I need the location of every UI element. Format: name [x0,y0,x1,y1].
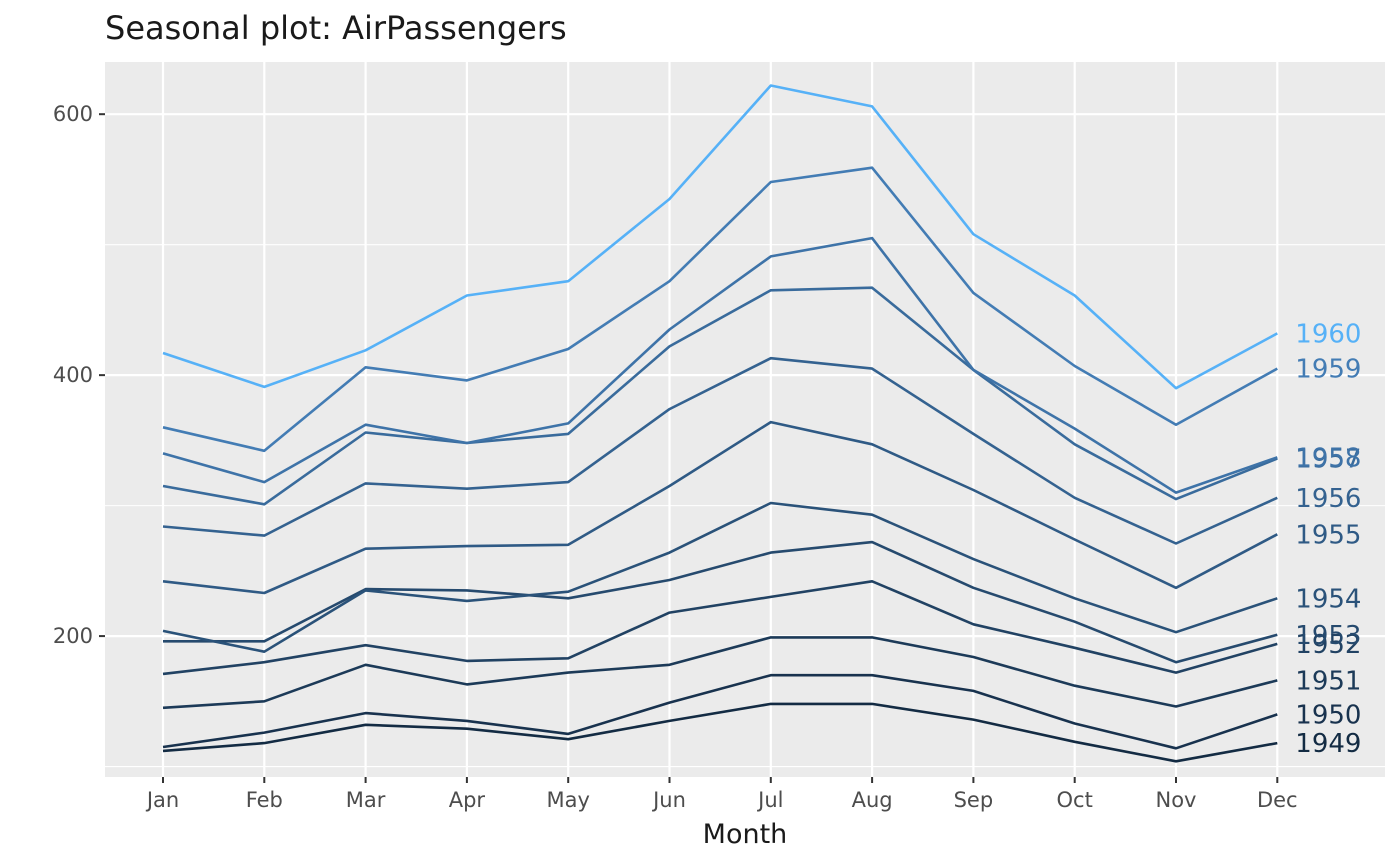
x-tick-label: Dec [1257,788,1298,812]
series-line-1951 [162,636,1278,710]
series-line-1958 [162,236,1278,494]
year-label-1952: 1952 [1295,630,1361,660]
x-tick-label: Sep [954,788,994,812]
year-label-1958: 1958 [1295,443,1361,473]
series-line-1950 [162,673,1278,750]
series-line-1956 [162,356,1278,545]
year-label-1949: 1949 [1295,729,1361,759]
year-label-1950: 1950 [1295,700,1361,730]
x-tick-label: Jun [651,788,686,812]
series-line-1957 [162,286,1278,506]
series-line-1960 [162,84,1278,390]
year-label-1960: 1960 [1295,319,1361,349]
x-tick-label: Jan [145,788,179,812]
x-tick-label: May [546,788,589,812]
x-tick-label: Oct [1057,788,1093,812]
year-label-1955: 1955 [1295,520,1361,550]
x-tick-label: Mar [346,788,386,812]
year-label-1957: 1957 [1295,445,1361,475]
series-line-1954 [162,501,1278,654]
x-tick-label: Aug [852,788,893,812]
year-label-1953: 1953 [1295,621,1361,651]
series-line-1959 [162,166,1278,453]
year-label-1951: 1951 [1295,666,1361,696]
x-tick-label: Nov [1156,788,1197,812]
minor-gridlines [105,244,1385,768]
series-line-1952 [162,579,1278,676]
y-tick-label: 600 [53,102,93,126]
series-line-1955 [162,420,1278,595]
chart-title: Seasonal plot: AirPassengers [105,9,567,47]
x-axis-title: Month [703,819,788,850]
series-line-1953 [163,540,1278,664]
x-tick-label: Feb [246,788,283,812]
year-label-1954: 1954 [1295,584,1361,614]
year-label-1956: 1956 [1295,484,1361,514]
y-axis: 200 400 600 [53,102,105,648]
series-line-1949 [162,702,1278,763]
x-tick-label: Apr [449,788,486,812]
plot-panel [105,62,1385,777]
y-tick-label: 400 [53,363,93,387]
year-label-1959: 1959 [1295,355,1361,385]
series-lines [162,84,1278,763]
x-tick-label: Jul [756,788,783,812]
x-axis: Jan Feb Mar Apr May Jun Jul Aug Sep Oct Nov Dec [145,777,1298,812]
y-tick-label: 200 [53,624,93,648]
